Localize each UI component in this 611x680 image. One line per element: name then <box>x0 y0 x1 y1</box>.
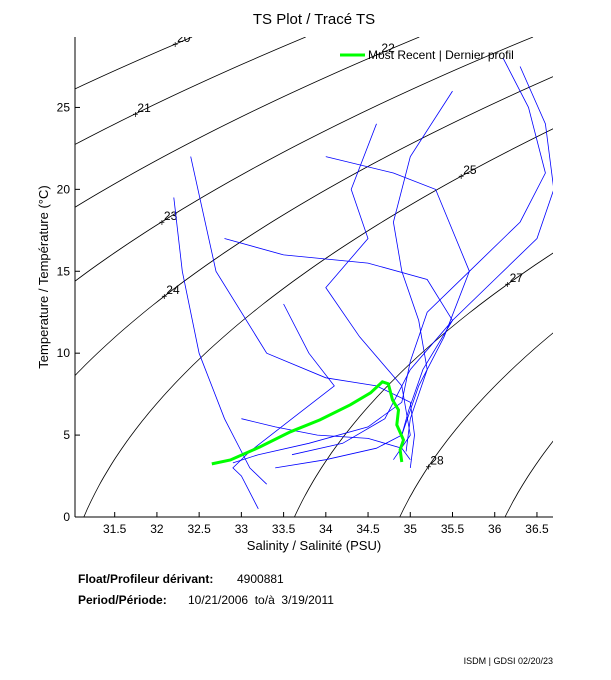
profile <box>325 156 470 436</box>
recent-profile <box>211 380 406 466</box>
contour-label: 21 <box>137 101 151 115</box>
x-tick-label: 31.5 <box>103 522 127 536</box>
contour-marker: + <box>458 172 464 183</box>
contour-label: 20 <box>177 31 191 45</box>
y-axis-label: Temperature / Température (°C) <box>36 185 51 368</box>
contour-marker: + <box>376 50 382 61</box>
contour-label: 27 <box>510 271 524 285</box>
profile <box>392 90 453 452</box>
float-label: Float/Profileur dérivant: <box>78 572 213 586</box>
x-tick-label: 35 <box>404 522 418 536</box>
y-tick-label: 10 <box>57 346 71 360</box>
x-tick-label: 34.5 <box>356 522 380 536</box>
contour-label: 28 <box>430 454 444 468</box>
contour-marker: + <box>172 40 178 51</box>
density-contour <box>75 37 306 145</box>
profile <box>232 303 335 509</box>
contour-label: 23 <box>164 209 178 223</box>
density-contour <box>75 37 420 208</box>
profile <box>190 156 415 468</box>
density-contour <box>75 37 193 90</box>
x-tick-label: 34 <box>319 522 333 536</box>
profile <box>224 238 453 456</box>
density-contour <box>399 332 553 517</box>
x-tick-label: 36.5 <box>525 522 549 536</box>
x-axis-label: Salinity / Salinité (PSU) <box>247 538 381 553</box>
contour-label: 22 <box>381 41 395 55</box>
density-contour <box>75 37 534 282</box>
credit: ISDM | GDSI 02/20/23 <box>464 656 553 666</box>
x-tick-label: 32.5 <box>187 522 211 536</box>
x-tick-label: 33.5 <box>272 522 296 536</box>
density-contour <box>83 128 553 517</box>
contour-marker: + <box>559 427 565 438</box>
float-id: 4900881 <box>237 572 284 586</box>
contour-marker: + <box>161 292 167 303</box>
chart-title: TS Plot / Tracé TS <box>253 11 375 28</box>
x-tick-label: 32 <box>150 522 164 536</box>
y-tick-label: 0 <box>63 510 70 524</box>
density-contour <box>75 76 553 377</box>
x-tick-label: 33 <box>235 522 249 536</box>
contour-label: 29 <box>564 418 578 432</box>
period-label: Period/Période: <box>78 593 167 607</box>
x-tick-label: 35.5 <box>441 522 465 536</box>
density-contour <box>294 252 553 517</box>
y-tick-label: 20 <box>57 182 71 196</box>
profile <box>241 418 411 460</box>
legend-label: Most Recent | Dernier profil <box>368 48 514 62</box>
y-tick-label: 25 <box>57 100 71 114</box>
contour-marker: + <box>132 110 138 121</box>
x-tick-label: 36 <box>488 522 502 536</box>
period: 10/21/2006 to/à 3/19/2011 <box>188 593 334 607</box>
y-tick-label: 15 <box>57 264 71 278</box>
contour-marker: + <box>505 280 511 291</box>
contour-label: 24 <box>166 283 180 297</box>
contour-marker: + <box>425 463 431 474</box>
profile <box>173 197 267 485</box>
contour-marker: + <box>159 218 165 229</box>
profile <box>232 58 546 464</box>
profile <box>275 66 553 469</box>
contour-label: 25 <box>463 163 477 177</box>
y-tick-label: 5 <box>63 428 70 442</box>
profiles <box>173 58 553 509</box>
